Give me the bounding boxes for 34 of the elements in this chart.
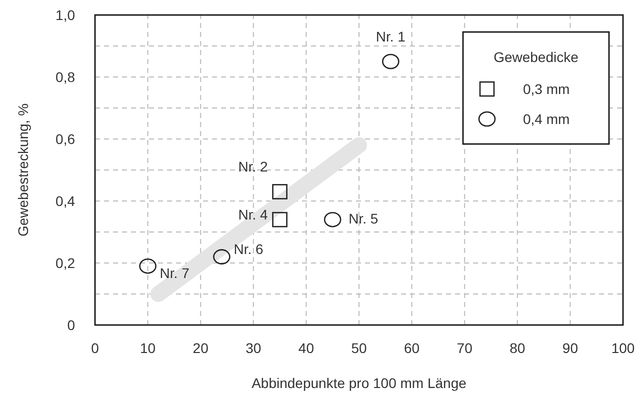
y-tick-label: 0,6 bbox=[56, 131, 76, 147]
x-tick-label: 60 bbox=[404, 340, 420, 356]
x-tick-label: 30 bbox=[246, 340, 262, 356]
y-tick-label: 1,0 bbox=[56, 7, 76, 23]
y-tick-label: 0,4 bbox=[56, 193, 76, 209]
y-axis-title: Gewebestreckung, % bbox=[15, 103, 31, 237]
legend-title: Gewebedicke bbox=[494, 49, 579, 65]
annotation: Nr. 7 bbox=[160, 265, 190, 282]
point bbox=[272, 184, 288, 200]
x-tick-label: 100 bbox=[611, 340, 635, 356]
x-tick-label: 90 bbox=[562, 340, 578, 356]
legend-label: 0,4 mm bbox=[523, 111, 570, 127]
point bbox=[213, 249, 230, 264]
annotation: Nr. 1 bbox=[376, 28, 406, 44]
x-tick-label: 40 bbox=[298, 340, 314, 356]
y-tick-label: 0 bbox=[67, 317, 76, 333]
annotation: Nr. 4 bbox=[238, 206, 268, 223]
annotation: Nr. 5 bbox=[348, 210, 378, 227]
x-tick-label: 50 bbox=[351, 340, 367, 356]
point bbox=[382, 54, 400, 70]
y-tick-label: 0,8 bbox=[56, 69, 76, 85]
x-axis-title: Abbindepunkte pro 100 mm Länge bbox=[252, 375, 467, 391]
y-tick-label: 0,2 bbox=[56, 255, 76, 271]
annotation: Nr. 6 bbox=[234, 240, 264, 257]
x-tick-label: 10 bbox=[140, 340, 156, 356]
legend-label: 0,3 mm bbox=[523, 81, 570, 97]
point bbox=[272, 212, 288, 228]
x-tick-label: 0 bbox=[91, 340, 100, 356]
x-tick-label: 20 bbox=[192, 340, 209, 356]
x-tick-label: 70 bbox=[456, 340, 473, 356]
point bbox=[324, 212, 342, 228]
x-tick-label: 80 bbox=[510, 340, 526, 356]
annotation: Nr. 2 bbox=[238, 158, 268, 175]
point bbox=[139, 258, 156, 274]
